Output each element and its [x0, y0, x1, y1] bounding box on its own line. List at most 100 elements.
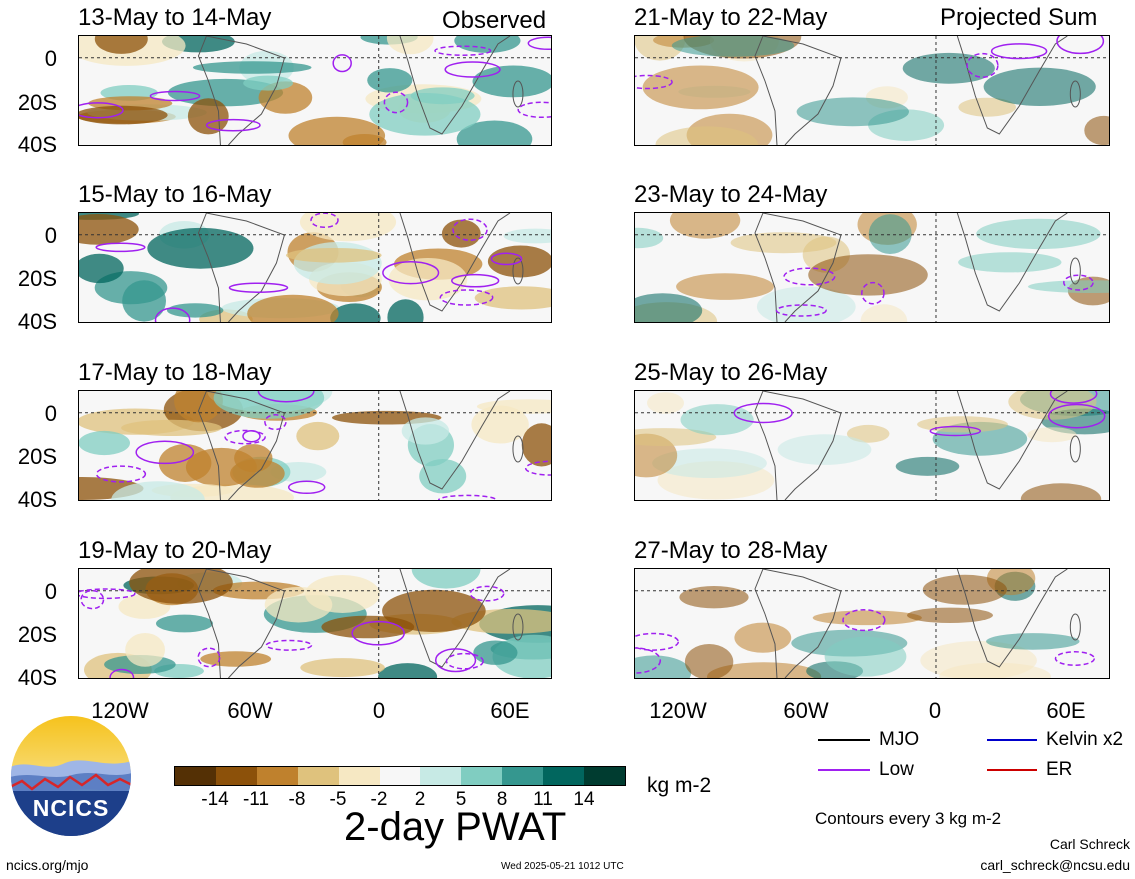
anomaly-blob — [441, 219, 481, 248]
low-contour — [517, 101, 551, 119]
anomaly-blob — [456, 120, 533, 145]
coastline-madagascar — [1069, 435, 1081, 463]
anomaly-blob — [671, 36, 795, 57]
legend-kelvin-line — [987, 739, 1037, 741]
map-panel-observed-2 — [78, 212, 552, 323]
low-contour — [109, 668, 135, 678]
y-tick-label: 0 — [44, 579, 57, 604]
anomaly-blob — [411, 569, 481, 589]
legend-mjo-line — [818, 739, 870, 741]
low-contour — [527, 36, 551, 51]
x-tick-label: 120W — [91, 698, 149, 723]
anomaly-blob — [94, 36, 148, 54]
anomaly-blob — [401, 417, 450, 445]
anomaly-blob — [125, 633, 165, 667]
low-contour — [1063, 274, 1094, 291]
y-tick-label: 0 — [44, 46, 57, 71]
legend: MJO Low Kelvin x2 ER — [815, 728, 1135, 788]
anomaly-blob — [473, 640, 518, 665]
colorbar-label: -2 — [370, 789, 388, 810]
low-contour — [351, 620, 405, 646]
coastline-south-america — [754, 213, 842, 322]
low-contour — [439, 289, 494, 306]
colorbar-swatch — [543, 767, 585, 785]
anomaly-blob — [230, 459, 285, 488]
panel-title: 27-May to 28-May — [634, 537, 828, 564]
low-contour — [490, 252, 523, 266]
logo-text: NCICS — [32, 795, 110, 821]
anomaly-blob — [192, 61, 312, 74]
anomaly-blob — [860, 304, 908, 322]
colorbar-label: -11 — [242, 789, 270, 810]
anomaly-blob — [299, 213, 397, 242]
anomaly-blob — [200, 651, 272, 667]
low-contour — [224, 429, 266, 445]
x-tick-label: 60W — [783, 698, 829, 723]
x-tick-label: 60E — [1046, 698, 1086, 723]
anomaly-blob — [812, 610, 922, 626]
map-panel-projected-4 — [634, 568, 1110, 679]
anomaly-blob — [895, 456, 960, 476]
y-tick-label: 40S — [17, 132, 57, 157]
legend-mjo-label: MJO — [879, 729, 920, 750]
colorbar-label: -14 — [201, 789, 229, 810]
colorbar-swatch — [461, 767, 503, 785]
anomaly-blob — [167, 303, 224, 318]
anomaly-blob — [521, 423, 551, 467]
anomaly-blob — [286, 248, 382, 263]
x-tick-label: 0 — [928, 698, 942, 723]
footer-email[interactable]: carl_schreck@ncsu.edu — [980, 857, 1130, 873]
coastline-madagascar — [512, 613, 524, 641]
colorbar-swatch — [256, 767, 298, 785]
anomaly-blob — [387, 299, 424, 322]
legend-er-label: ER — [1046, 759, 1073, 780]
anomaly-blob — [79, 214, 139, 245]
anomaly-blob — [454, 36, 521, 53]
anomaly-blob — [174, 391, 223, 423]
anomaly-blob — [1084, 115, 1109, 145]
low-contour — [135, 440, 195, 465]
y-tick-label: 0 — [44, 223, 57, 248]
low-contour — [80, 589, 105, 610]
colorbar — [174, 766, 626, 786]
anomaly-blob — [305, 575, 380, 613]
x-tick-label: 0 — [372, 698, 386, 723]
footer-url[interactable]: ncics.org/mjo — [6, 857, 89, 873]
panel-title: 21-May to 22-May — [634, 4, 828, 31]
footer-timestamp: Wed 2025-05-21 1012 UTC — [501, 861, 624, 872]
map-panel-observed-1 — [78, 35, 552, 146]
y-tick-label: 40S — [17, 665, 57, 690]
low-contour — [524, 460, 551, 476]
y-tick-label: 20S — [17, 622, 57, 647]
coastline-madagascar — [512, 435, 524, 463]
map-panel-projected-2 — [634, 212, 1110, 323]
anomaly-blob — [378, 663, 438, 678]
anomaly-blob — [388, 258, 468, 301]
low-contour — [265, 639, 313, 651]
observed-label: Observed — [442, 7, 547, 34]
anomaly-blob — [642, 65, 759, 110]
coastline-africa — [399, 391, 511, 490]
coastline-africa — [956, 36, 1068, 135]
map-field — [79, 391, 551, 500]
anomaly-blob — [756, 286, 856, 322]
low-contour — [783, 267, 836, 286]
anomaly-blob — [986, 633, 1080, 650]
anomaly-blob — [976, 218, 1101, 250]
anomaly-blob — [652, 448, 767, 478]
anomaly-blob — [472, 65, 551, 98]
anomaly-blob — [679, 586, 749, 609]
anomaly-blob — [471, 405, 529, 444]
low-contour — [966, 52, 999, 78]
anomaly-blob — [79, 105, 168, 125]
coastline-south-america — [197, 213, 286, 322]
anomaly-blob — [1028, 280, 1109, 293]
legend-low-label: Low — [879, 759, 914, 780]
low-contour — [257, 391, 315, 403]
low-contour — [310, 213, 339, 229]
low-contour — [635, 632, 680, 651]
anomaly-blob — [676, 273, 774, 300]
ncics-logo: NCICS — [10, 715, 132, 837]
anomaly-blob — [669, 213, 741, 239]
map-field — [635, 213, 1109, 322]
